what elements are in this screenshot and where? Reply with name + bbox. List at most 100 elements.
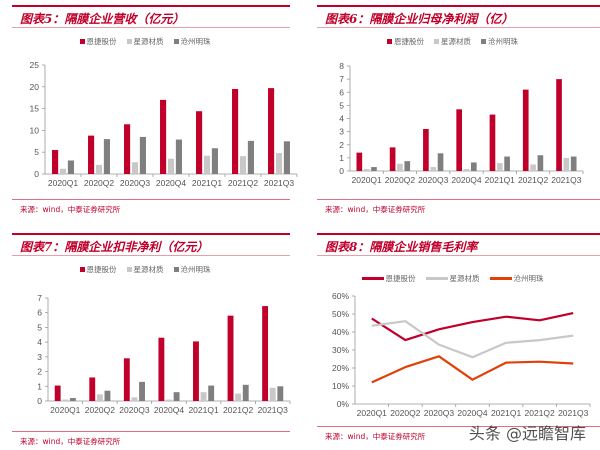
x-tick-label: 2021Q2	[228, 178, 259, 188]
bar-chart-plot: 0 5 10 15 20 25 2020Q1 2020Q2 2020Q3 2020Q4 2021Q1…	[30, 60, 298, 188]
title-underline	[317, 27, 600, 28]
legend-label: 沧州明珠	[180, 265, 211, 274]
bar	[131, 162, 139, 174]
bar	[570, 156, 577, 171]
bar	[139, 381, 145, 401]
bar	[404, 161, 411, 171]
x-tick-label: 2020Q2	[84, 178, 115, 188]
legend-swatch-lightgray	[126, 39, 132, 44]
x-tick-label: 2020Q2	[85, 405, 116, 415]
legend-line-lightgray	[425, 277, 448, 280]
x-tick-label: 2021Q3	[551, 175, 582, 185]
bar	[262, 306, 269, 401]
legend-label: 沧州明珠	[513, 274, 544, 283]
bar	[504, 156, 510, 171]
y-tick-label: 25	[30, 60, 40, 70]
legend-label: 星源材质	[133, 37, 164, 46]
x-tick-label: 2020Q1	[48, 178, 79, 188]
bar	[277, 386, 284, 401]
bar	[437, 153, 444, 171]
bar	[88, 135, 95, 174]
legend-label: 沧州明珠	[180, 37, 211, 46]
series-line	[371, 312, 574, 342]
y-tick-label: 10%	[332, 381, 349, 391]
legend-label: 沧州明珠	[488, 37, 518, 46]
title-rule	[317, 233, 600, 235]
bar	[463, 169, 470, 171]
legend-swatch-red	[79, 39, 85, 44]
y-tick-label: 10	[30, 125, 40, 135]
chart-panel-gross-margin: 图表8：隔膜企业销售毛利率 恩捷股份 星源材质 沧州明珠 0% 10% 20% 30%…	[305, 228, 600, 448]
bar	[275, 153, 283, 174]
watermark: 头条 @远瞻智库	[468, 424, 586, 443]
bar	[104, 390, 111, 401]
x-tick-label: 2020Q3	[119, 405, 150, 415]
series-line	[371, 320, 574, 359]
chart-title: 图表8：隔膜企业销售毛利率	[325, 240, 478, 254]
bar	[489, 114, 496, 171]
bar	[232, 88, 239, 174]
x-tick-label: 2020Q3	[424, 408, 455, 418]
legend-item-cangzhou: 沧州明珠	[481, 36, 518, 47]
title-underline	[12, 27, 290, 28]
title-rule	[12, 5, 290, 7]
chart-panel-net-profit: 图表6：隔膜企业归母净利润（亿） 恩捷股份 星源材质 沧州明珠 0 1 2 3 4 5 6 7…	[305, 0, 600, 220]
x-tick-label: 2021Q1	[192, 178, 223, 188]
x-tick-label: 2020Q4	[154, 405, 185, 415]
x-tick-label: 2020Q1	[352, 175, 383, 185]
bar	[166, 399, 172, 401]
bar	[522, 89, 529, 171]
legend-label: 星源材质	[441, 37, 471, 46]
bar	[563, 157, 570, 171]
title-underline	[12, 255, 290, 256]
y-tick-label: 20	[30, 82, 40, 92]
legend-item-xingyuan: 星源材质	[434, 36, 471, 47]
bar-chart-plot: 0 1 2 3 4 5 6 7 2020Q1 2020Q2 2020Q3 2020Q4 2021Q1 20…	[37, 293, 291, 415]
legend-item-cangzhou: 沧州明珠	[173, 264, 211, 275]
x-tick-label: 2020Q4	[156, 178, 187, 188]
source-note: 来源：wind，中泰证券研究所	[325, 205, 426, 214]
bar	[423, 129, 429, 171]
y-tick-label: 8	[339, 61, 344, 71]
legend-item-cangzhou: 沧州明珠	[173, 36, 211, 47]
bar	[356, 152, 363, 171]
x-tick-label: 2021Q3	[558, 408, 589, 418]
legend-item-enjie: 恩捷股份	[79, 264, 117, 275]
bar	[123, 358, 130, 401]
title-rule	[317, 5, 600, 7]
bar	[124, 124, 131, 174]
bar	[242, 384, 249, 401]
bar	[227, 315, 234, 401]
bar	[430, 167, 437, 171]
bar	[59, 168, 67, 174]
bar	[530, 164, 536, 171]
x-tick-label: 2021Q3	[264, 178, 295, 188]
bar	[363, 169, 370, 171]
bar	[196, 111, 203, 174]
bar	[269, 387, 276, 401]
chart-legend: 恩捷股份 星源材质 沧州明珠	[0, 36, 290, 47]
bar	[175, 139, 182, 174]
legend-swatch-red	[387, 39, 392, 44]
bar	[160, 99, 167, 174]
source-rule	[12, 199, 290, 200]
legend-label: 恩捷股份	[394, 37, 424, 46]
x-tick-label: 2020Q4	[457, 408, 488, 418]
bar	[103, 139, 110, 174]
x-tick-label: 2021Q2	[223, 405, 254, 415]
line-chart-plot: 0%10%20%30%40%50%60%2020Q1 2020Q2 2020Q3 20…	[332, 291, 591, 418]
legend-item-cangzhou: 沧州明珠	[489, 273, 544, 284]
y-tick-label: 2	[339, 140, 344, 150]
bar	[203, 155, 211, 174]
legend-label: 星源材质	[133, 265, 164, 274]
x-tick-label: 2021Q1	[188, 405, 219, 415]
x-tick-label: 2021Q1	[491, 408, 522, 418]
title-rule	[12, 233, 290, 235]
series-line	[371, 355, 574, 384]
chart-legend: 恩捷股份 星源材质 沧州明珠	[0, 264, 290, 275]
x-tick-label: 2021Q2	[525, 408, 556, 418]
bar	[52, 150, 59, 174]
y-tick-label: 3	[339, 127, 344, 137]
y-tick-label: 0	[339, 166, 344, 176]
